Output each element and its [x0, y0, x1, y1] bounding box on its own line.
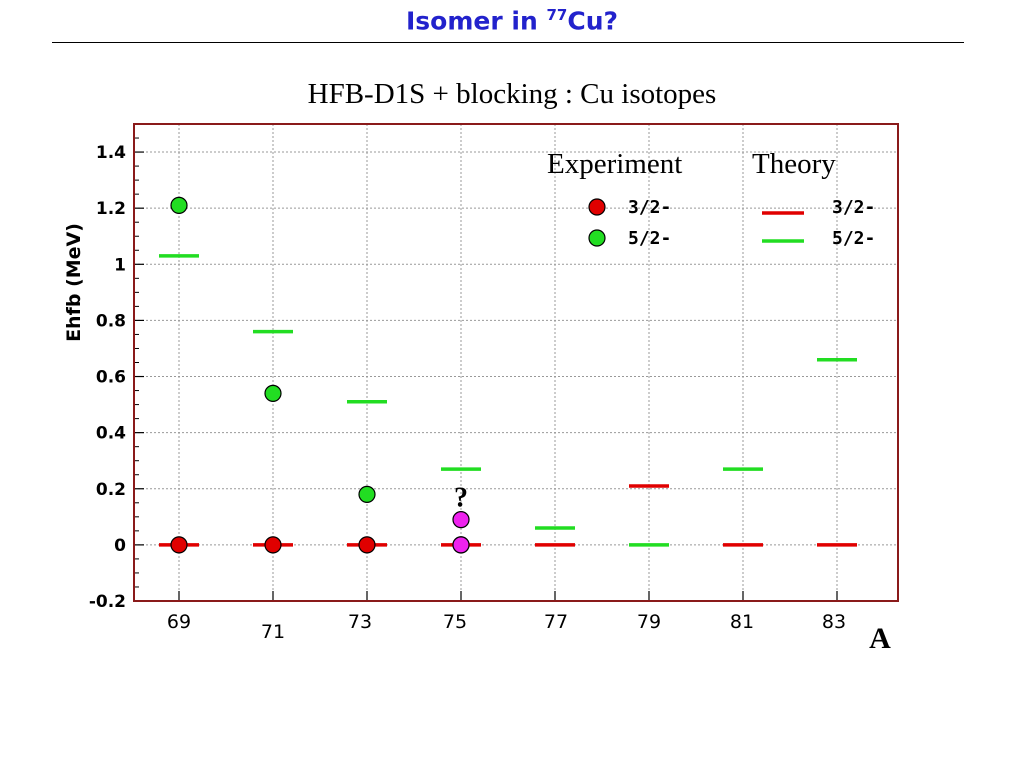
- x-tick-label: 79: [637, 611, 661, 633]
- slide-title-prefix: Isomer in: [406, 6, 547, 36]
- experiment-point-5-2-: [358, 485, 376, 503]
- x-tick-label: 69: [167, 611, 191, 633]
- legend-experiment-header: Experiment: [547, 148, 682, 180]
- legend-experiment-label: 5/2-: [628, 228, 671, 249]
- experiment-point-candidate: [452, 511, 470, 529]
- title-divider: [52, 42, 964, 43]
- annotation-question-mark: ?: [454, 482, 468, 513]
- x-tick-label: 71: [261, 621, 285, 643]
- legend-theory-header: Theory: [752, 148, 836, 180]
- plot-frame: [133, 123, 899, 602]
- x-tick-label: 77: [544, 611, 568, 633]
- chart-title: HFB-D1S + blocking : Cu isotopes: [307, 78, 717, 110]
- slide-title-suffix: Cu?: [567, 6, 618, 36]
- x-tick-label: 81: [730, 611, 754, 633]
- x-axis-label: A: [869, 622, 891, 655]
- experiment-point-candidate: [452, 536, 470, 554]
- y-tick-label: 1: [114, 255, 126, 275]
- legend-experiment-label: 3/2-: [628, 197, 671, 218]
- y-tick-label: -0.2: [89, 592, 126, 612]
- y-tick-label: 0.2: [96, 480, 126, 500]
- y-tick-label: 0.6: [96, 368, 126, 388]
- legend-theory-label: 5/2-: [832, 228, 875, 249]
- experiment-point-3-2-: [358, 536, 376, 554]
- x-tick-label: 75: [443, 611, 467, 633]
- slide-title-superscript: 77: [546, 6, 568, 24]
- y-tick-label: 1.4: [96, 143, 126, 163]
- y-axis-label: Ehfb (MeV): [63, 223, 85, 342]
- y-tick-label: 0: [114, 536, 126, 556]
- experiment-point-5-2-: [264, 384, 282, 402]
- legend-experiment-marker: [588, 229, 606, 247]
- y-tick-label: 1.2: [96, 199, 126, 219]
- legend-experiment-marker: [588, 198, 606, 216]
- plot-area: [134, 124, 898, 601]
- experiment-point-5-2-: [170, 196, 188, 214]
- x-tick-label: 83: [822, 611, 846, 633]
- x-tick-label: 73: [348, 611, 372, 633]
- experiment-point-3-2-: [264, 536, 282, 554]
- y-tick-label: 0.8: [96, 311, 126, 331]
- slide-title: Isomer in 77Cu?: [0, 6, 1024, 35]
- legend-theory-label: 3/2-: [832, 197, 875, 218]
- experiment-point-3-2-: [170, 536, 188, 554]
- y-tick-label: 0.4: [96, 424, 126, 444]
